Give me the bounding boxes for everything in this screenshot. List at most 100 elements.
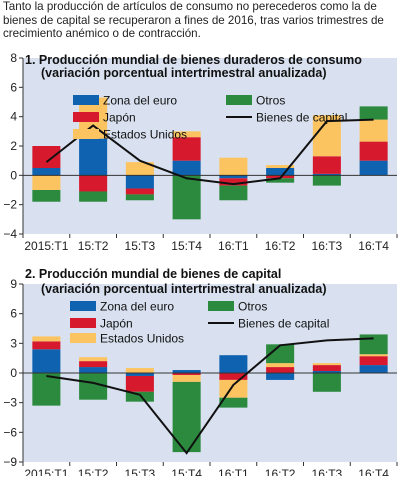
chart-title: 1. Producción mundial de bienes duradero… [25,53,362,67]
line-bienes-de-capital [46,337,374,455]
bar-zona-del-euro [266,168,295,176]
y-tick-label: −2 [3,198,17,212]
x-tick-label: 16:T3 [312,467,343,476]
x-tick-label: 2015:T1 [24,239,68,253]
legend-swatch-zona-del-euro [73,95,99,105]
legend-label-japon: Japón [103,111,136,125]
bar-zona-del-euro [79,138,108,176]
bar-japon [312,365,341,372]
chart-subtitle: (variación porcentual intertrimestral an… [41,282,327,296]
legend-swatch-otros [226,95,252,105]
bar-otros [125,391,154,402]
bar-japon [359,356,388,366]
x-tick-label: 15:T2 [78,467,109,476]
bar-japon [125,188,154,195]
bar-zona-del-euro [125,175,154,189]
y-tick-label: 0 [10,366,17,380]
x-tick-label: 15:T4 [171,467,202,476]
bar-otros [32,373,61,406]
x-tick-label: 15:T2 [78,239,109,253]
bar-estados-unidos [312,363,341,366]
bar-zona-del-euro [32,349,61,373]
bar-japon [359,141,388,161]
x-tick-label: 16:T1 [218,239,249,253]
legend-label-otros: Otros [256,94,285,108]
y-tick-label: 3 [10,336,17,350]
y-tick-label: 6 [10,80,17,94]
bar-otros [79,191,108,202]
x-tick-label: 16:T2 [265,467,296,476]
legend-label-bienes-de-capital: Bienes de capital [256,111,347,125]
bar-zona-del-euro [172,160,201,176]
bar-japon [312,156,341,174]
legend-label-japon: Japón [100,317,133,331]
x-tick-label: 16:T1 [218,467,249,476]
bar-otros [312,175,341,186]
bar-zona-del-euro [125,373,154,376]
bar-estados-unidos [79,357,108,362]
bar-zona-del-euro [359,160,388,176]
y-tick-label: 2 [10,139,17,153]
bar-japon [172,373,201,375]
chart-panel-consumer-durables: −4 −2 0 2 4 6 8 2015:T1 15:T2 15:T3 15:T4 16:T1 16:T… [3,51,398,253]
x-tick-label: 15:T4 [171,239,202,253]
bar-japon [172,137,201,161]
bar-estados-unidos [266,165,295,168]
bar-japon [32,146,61,168]
legend-label-otros: Otros [238,300,267,314]
x-tick-label: 15:T3 [125,467,156,476]
x-tick-label: 16:T4 [358,239,389,253]
bar-estados-unidos [219,157,248,176]
bar-otros [359,334,388,355]
bar-zona-del-euro [219,175,248,179]
y-tick-label: −9 [3,455,17,469]
legend-label-estados-unidos: Estados Unidos [100,332,184,346]
x-tick-label: 2015:T1 [24,467,68,476]
bar-zona-del-euro [32,168,61,176]
bar-japon [219,178,248,186]
bar-zona-del-euro [359,365,388,373]
bar-estados-unidos [266,363,295,368]
legend-swatch-estados-unidos [73,129,99,139]
chart-title: 2. Producción mundial de bienes de capit… [25,267,281,281]
y-tick-label: 4 [10,110,17,124]
bar-estados-unidos [125,368,154,373]
bar-estados-unidos [172,131,201,138]
bar-zona-del-euro [266,373,295,380]
bar-estados-unidos [359,119,388,142]
bar-otros [125,194,154,201]
y-tick-label: −4 [3,227,17,241]
legend-swatch-zona-del-euro [70,301,96,311]
bar-zona-del-euro [219,355,248,373]
bar-japon [79,175,108,192]
bar-otros [172,175,201,220]
bar-otros [312,373,341,392]
bar-japon [125,375,154,392]
x-tick-label: 15:T3 [125,239,156,253]
y-tick-label: 8 [10,51,17,65]
y-tick-label: 0 [10,168,17,182]
bar-japon [32,341,61,350]
y-tick-label: 6 [10,307,17,321]
bar-otros [266,178,295,183]
bar-japon [219,373,248,380]
bar-zona-del-euro [172,370,201,373]
legend-swatch-estados-unidos [70,333,96,343]
bar-zona-del-euro [312,173,341,176]
legend-label-estados-unidos: Estados Unidos [103,128,187,142]
y-tick-label: 9 [10,277,17,291]
x-tick-label: 16:T3 [312,239,343,253]
line-bienes-de-capital [45,118,374,186]
bar-estados-unidos [32,175,61,190]
bar-otros [266,344,295,364]
legend-label-bienes-de-capital: Bienes de capital [238,317,329,331]
y-tick-label: −6 [3,425,17,439]
bar-estados-unidos [359,354,388,357]
bar-otros [219,185,248,201]
intro-text: Tanto la producción de artículos de cons… [3,0,384,41]
bar-estados-unidos [32,336,61,342]
bar-zona-del-euro [312,371,341,373]
legend-label-zona-del-euro: Zona del euro [103,94,177,108]
legend-label-zona-del-euro: Zona del euro [100,300,174,314]
x-tick-label: 16:T4 [358,467,389,476]
